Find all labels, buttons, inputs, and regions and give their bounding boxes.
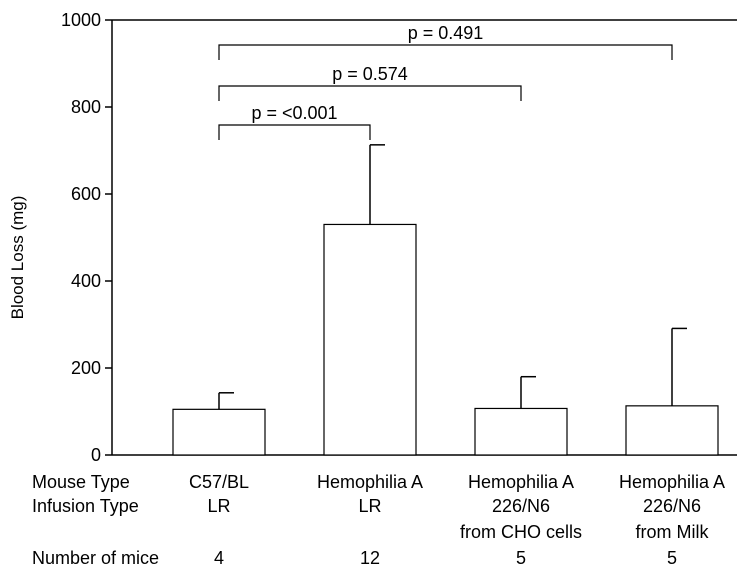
category-label-line: C57/BL [189,472,249,492]
category-labels: Mouse Type Infusion Type Number of mice C57… [32,472,725,568]
p-value-label: p = 0.574 [332,64,408,84]
significance-bracket [218,85,522,101]
category-label-line: Hemophilia A [468,472,574,492]
y-axis-label: Blood Loss (mg) [8,196,27,320]
y-tick-label: 0 [91,445,101,465]
y-tick-label: 200 [71,358,101,378]
mice-count: 4 [214,548,224,568]
category-label-line: 226/N6 [643,496,701,516]
category-label-line: LR [207,496,230,516]
row-label-mouse-type: Mouse Type [32,472,130,492]
mice-count: 12 [360,548,380,568]
category-label-line: from Milk [636,522,710,542]
category-label-line: from CHO cells [460,522,582,542]
y-tick-label: 800 [71,97,101,117]
mice-count: 5 [516,548,526,568]
category-label-line: Hemophilia A [619,472,725,492]
significance-bracket [218,124,371,140]
error-bars [218,144,687,410]
y-tick-label: 1000 [61,10,101,30]
bar [172,408,266,456]
p-value-label: p = 0.491 [408,23,484,43]
significance-bracket [218,44,673,60]
category-label-line: Hemophilia A [317,472,423,492]
y-tick-label: 400 [71,271,101,291]
category-label-line: LR [358,496,381,516]
p-value-label: p = <0.001 [251,103,337,123]
bar [323,223,417,456]
y-tick-label: 600 [71,184,101,204]
bar [474,407,568,456]
bars [172,223,719,456]
category-label-line: 226/N6 [492,496,550,516]
row-label-number-of-mice: Number of mice [32,548,159,568]
row-label-infusion-type: Infusion Type [32,496,139,516]
mice-count: 5 [667,548,677,568]
significance-brackets: p = <0.001 p = 0.574 p = 0.491 [218,23,673,140]
bar [625,405,719,456]
